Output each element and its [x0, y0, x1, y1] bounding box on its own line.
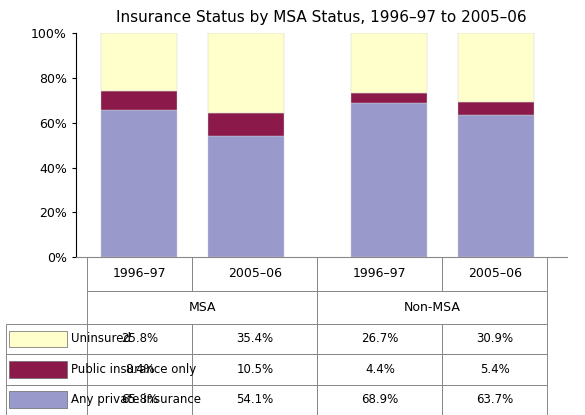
Title: Insurance Status by MSA Status, 1996–97 to 2005–06: Insurance Status by MSA Status, 1996–97 …	[116, 10, 527, 25]
Text: 35.4%: 35.4%	[236, 332, 273, 345]
Bar	[6, 354, 87, 385]
Text: 4.4%: 4.4%	[365, 363, 395, 376]
Bar	[9, 361, 67, 378]
Text: Public insurance only: Public insurance only	[71, 363, 197, 376]
Bar	[442, 354, 548, 385]
Bar	[317, 354, 442, 385]
Text: 25.8%: 25.8%	[121, 332, 159, 345]
Bar	[87, 385, 192, 415]
Bar	[458, 33, 534, 103]
Text: 30.9%: 30.9%	[476, 332, 514, 345]
Bar	[351, 93, 426, 103]
Bar	[317, 290, 548, 324]
Bar	[458, 115, 534, 257]
Bar	[442, 385, 548, 415]
Text: Non-MSA: Non-MSA	[404, 300, 461, 314]
Bar	[317, 324, 442, 354]
Bar	[87, 290, 317, 324]
Bar	[9, 330, 67, 347]
Bar	[101, 110, 177, 257]
Bar	[6, 324, 87, 354]
Text: 63.7%: 63.7%	[476, 393, 514, 406]
Text: 1996–97: 1996–97	[353, 267, 407, 281]
Bar	[192, 324, 317, 354]
Text: Any private insurance: Any private insurance	[71, 393, 201, 406]
Bar	[208, 112, 284, 136]
Text: 8.4%: 8.4%	[125, 363, 154, 376]
Bar	[458, 103, 534, 115]
Bar	[101, 33, 177, 91]
Bar	[208, 136, 284, 257]
Text: 54.1%: 54.1%	[236, 393, 273, 406]
Bar	[87, 354, 192, 385]
Bar	[87, 257, 192, 290]
Bar	[351, 33, 426, 93]
Bar	[317, 385, 442, 415]
Text: 5.4%: 5.4%	[480, 363, 510, 376]
Text: 1996–97: 1996–97	[113, 267, 167, 281]
Text: 68.9%: 68.9%	[361, 393, 398, 406]
Text: 26.7%: 26.7%	[361, 332, 398, 345]
Bar	[208, 33, 284, 112]
Bar	[442, 324, 548, 354]
Text: 10.5%: 10.5%	[236, 363, 273, 376]
Bar	[192, 257, 317, 290]
Text: 2005–06: 2005–06	[228, 267, 282, 281]
Bar	[317, 257, 442, 290]
Bar	[6, 385, 87, 415]
Text: MSA: MSA	[188, 300, 216, 314]
Bar	[87, 324, 192, 354]
Text: 2005–06: 2005–06	[468, 267, 522, 281]
Text: Uninsured: Uninsured	[71, 332, 131, 345]
Bar	[101, 91, 177, 110]
Bar	[192, 385, 317, 415]
Bar	[192, 354, 317, 385]
Bar	[442, 257, 548, 290]
Bar	[351, 103, 426, 257]
Bar	[9, 391, 67, 408]
Text: 65.8%: 65.8%	[121, 393, 159, 406]
